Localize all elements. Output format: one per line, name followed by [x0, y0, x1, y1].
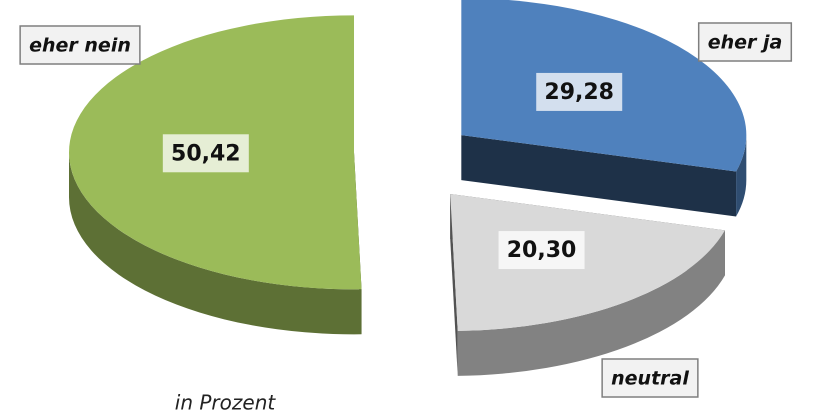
category-label: eher nein: [29, 35, 131, 57]
annotation: in Prozent: [175, 391, 277, 415]
value-label-box: [536, 72, 623, 111]
value-label: 29,28: [544, 80, 614, 105]
value-label-box: [162, 134, 249, 173]
slice-side: [457, 230, 725, 376]
slice: [450, 193, 725, 331]
slice-side: [69, 152, 362, 335]
value-label: 50,42: [171, 141, 241, 166]
legend-box: [697, 22, 793, 62]
legend-box: [601, 358, 699, 398]
slice-face: [450, 193, 458, 376]
category-label: neutral: [611, 368, 689, 390]
value-label: 20,30: [507, 238, 577, 263]
slice: [450, 193, 725, 376]
category-label: eher ja: [708, 32, 783, 54]
slice-side: [736, 135, 747, 217]
legend-box: [19, 25, 141, 65]
value-label-box: [498, 231, 585, 270]
slice-face: [461, 135, 737, 217]
